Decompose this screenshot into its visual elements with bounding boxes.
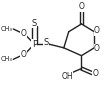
Text: O: O: [94, 44, 100, 53]
Text: O: O: [94, 26, 100, 35]
Text: CH₃: CH₃: [1, 56, 13, 62]
Text: CH₃: CH₃: [1, 26, 13, 32]
Text: O: O: [20, 29, 26, 38]
Text: OH: OH: [61, 72, 73, 81]
Text: O: O: [79, 2, 84, 11]
Text: O: O: [20, 50, 26, 59]
Text: S: S: [32, 19, 37, 28]
Text: P: P: [32, 40, 37, 49]
Text: O: O: [93, 69, 99, 78]
Text: S: S: [43, 38, 49, 47]
